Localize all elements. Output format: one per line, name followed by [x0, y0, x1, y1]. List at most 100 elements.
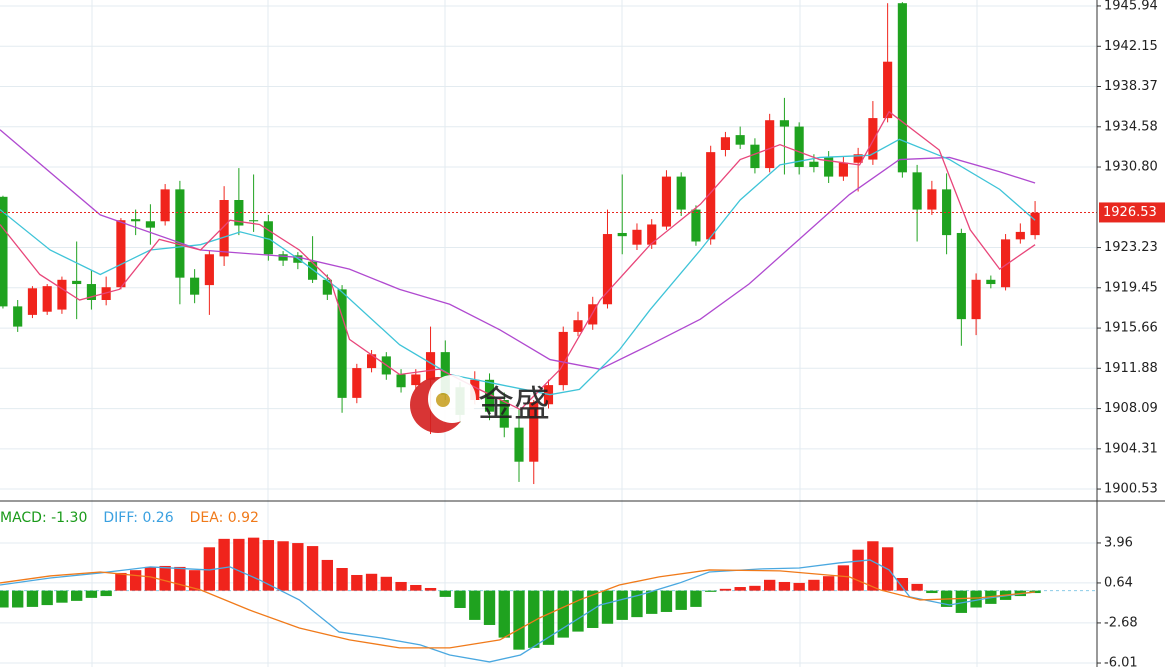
candle-body: [1015, 231, 1025, 240]
candle-body: [86, 284, 96, 300]
macd-bar: [705, 590, 717, 592]
macd-bar: [955, 590, 968, 613]
y-tick-label: 1911.88: [1104, 361, 1158, 376]
macd-bar: [12, 590, 24, 608]
macd-bar: [911, 583, 923, 591]
macd-bar: [822, 576, 835, 591]
candle-body: [883, 61, 893, 119]
macd-bar: [56, 590, 68, 603]
macd-bar: [601, 590, 614, 624]
indicator-label: DIFF: 0.26: [103, 510, 173, 526]
candle-body: [425, 352, 436, 380]
current-price-box: [1099, 202, 1165, 223]
candle-body: [956, 232, 966, 320]
candle-body: [175, 189, 185, 278]
plot: [0, 2, 1097, 664]
candle-body: [101, 287, 111, 300]
candle-body: [352, 368, 362, 398]
macd-bar: [557, 590, 569, 638]
candle-body: [190, 277, 200, 295]
candle-body: [484, 379, 495, 412]
y-tick-label: 1938.37: [1104, 79, 1158, 94]
logo: [428, 375, 476, 423]
indicator-label: DEA: 0.92: [190, 510, 259, 526]
candle-body: [529, 402, 539, 462]
candle-body: [278, 254, 288, 261]
macd-bar: [26, 590, 39, 607]
candle-body: [632, 229, 642, 245]
candle-body: [0, 196, 8, 307]
macd-bar: [469, 590, 481, 620]
y-tick-label: 0.64: [1104, 575, 1133, 590]
candle-body: [219, 200, 229, 257]
candle-body: [735, 135, 745, 145]
candle-body: [647, 224, 657, 245]
y-tick-label: 1900.53: [1104, 482, 1158, 497]
line-series: [0, 110, 1036, 411]
macd-bar: [631, 590, 643, 618]
macd-bar: [498, 590, 510, 638]
candle-body: [514, 427, 524, 462]
candle-body: [322, 279, 332, 295]
candle-body: [249, 220, 259, 222]
y-tick-label: 1908.09: [1104, 401, 1158, 416]
macd-bar: [513, 590, 525, 650]
y-tick-label: 1923.23: [1104, 240, 1158, 255]
macd-bar: [749, 585, 761, 591]
macd-bar: [926, 590, 938, 594]
macd-bar: [0, 590, 9, 608]
macd-bar: [867, 541, 879, 591]
macd-bar: [439, 590, 451, 597]
macd-bar: [365, 573, 378, 591]
candle-body: [42, 286, 52, 312]
macd-bar: [41, 590, 53, 606]
candle-body: [57, 279, 67, 310]
candle-body: [470, 379, 480, 400]
candle-body: [942, 189, 952, 236]
candle-body: [1001, 239, 1011, 288]
macd-bar: [660, 590, 673, 612]
macd-bar: [100, 590, 112, 597]
candle-body: [765, 120, 775, 169]
y-tick-label: 3.96: [1104, 535, 1133, 550]
candle-body: [661, 176, 672, 227]
macd-bar: [144, 566, 157, 591]
macd-bar: [115, 572, 127, 591]
y-tick-label: 1919.45: [1104, 280, 1158, 295]
macd-bar: [542, 590, 555, 645]
macd-bar: [837, 565, 850, 591]
macd-bar: [572, 590, 584, 632]
macd-bar: [218, 538, 230, 591]
macd-bar: [483, 590, 496, 625]
line-series: [0, 569, 1036, 649]
macd-bar: [424, 587, 437, 591]
macd-bar: [71, 590, 83, 601]
y-tick-label: 1934.58: [1104, 119, 1158, 134]
candle-body: [794, 126, 804, 168]
macd-bar: [1029, 590, 1041, 594]
macd-bar: [306, 546, 319, 591]
macd-bar: [321, 559, 333, 591]
candle-body: [691, 209, 701, 242]
candle-body: [145, 221, 155, 228]
macd-bar: [247, 537, 260, 591]
macd-bar: [675, 590, 687, 610]
candle-body: [396, 374, 406, 388]
candle-body: [838, 162, 848, 177]
macd-bar: [129, 570, 142, 591]
macd-bar: [277, 541, 289, 591]
y-tick-label: -2.68: [1104, 615, 1138, 630]
candle-body: [204, 254, 214, 286]
watermark-text: 金盛: [478, 384, 550, 425]
candle-body: [440, 352, 450, 395]
candle-body: [1030, 212, 1040, 236]
macd-bar: [528, 590, 540, 648]
macd-bar: [808, 579, 820, 591]
time-grid: [91, 0, 978, 667]
macd-bar: [764, 579, 776, 591]
candle-body: [986, 279, 996, 285]
macd-bar: [188, 570, 201, 591]
macd-bar: [793, 582, 805, 591]
macd-bar: [395, 581, 407, 591]
